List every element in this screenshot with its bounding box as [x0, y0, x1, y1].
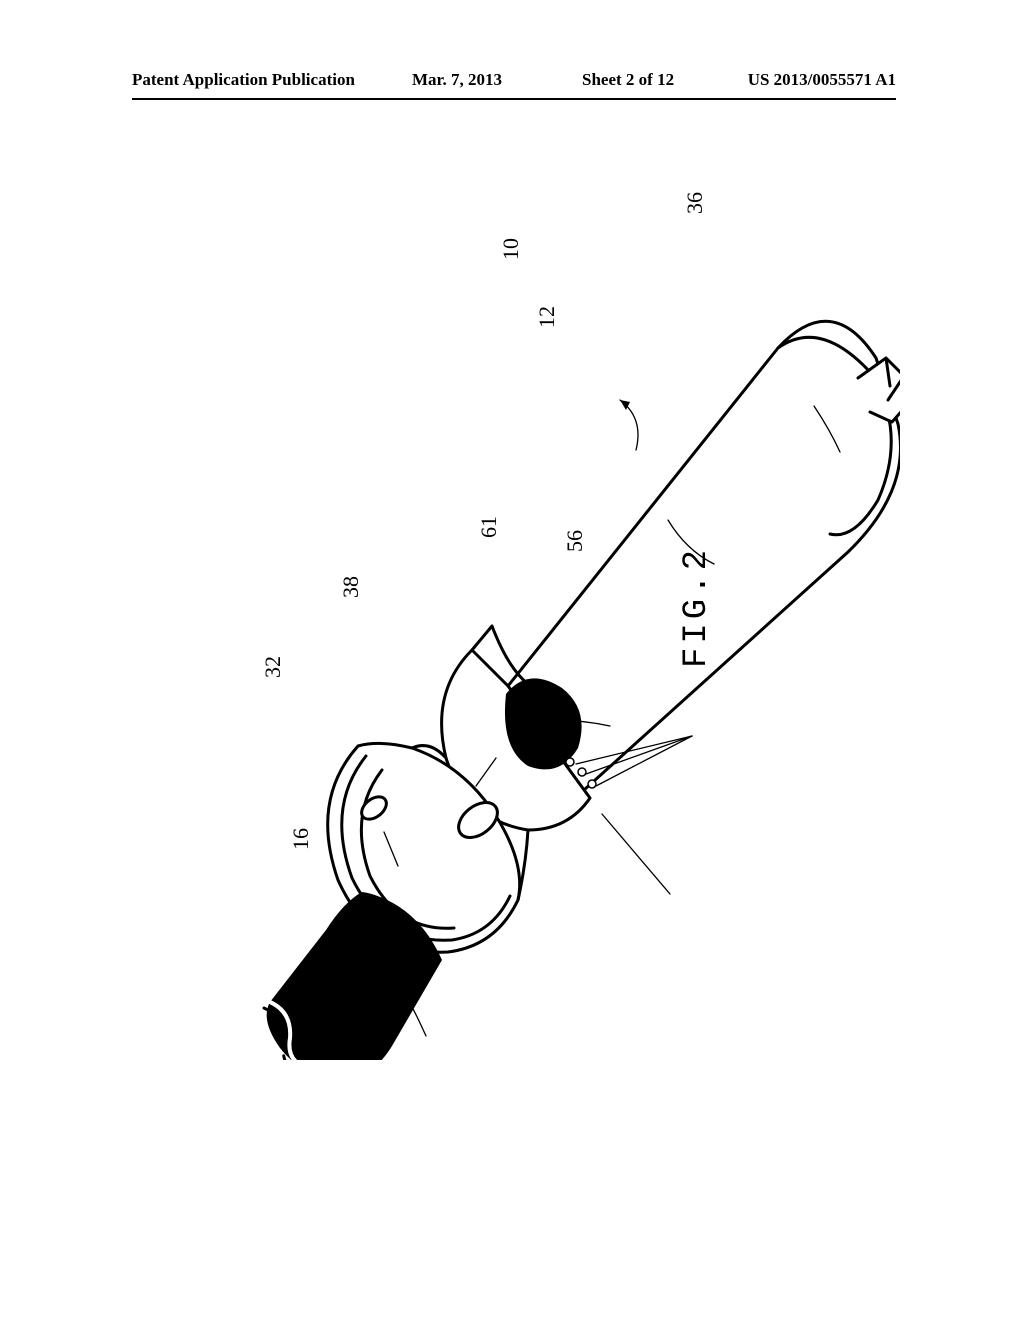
ref-16: 16	[288, 828, 314, 850]
ref-61: 61	[476, 516, 502, 538]
ref-10: 10	[498, 238, 524, 260]
header-sheet: Sheet 2 of 12	[582, 70, 674, 90]
figure-caption: FIG.2	[678, 546, 716, 668]
figure-2: 10 12 36 38 32 16 14 61 56 40 FIG.2	[130, 200, 900, 1060]
ref-12: 12	[534, 306, 560, 328]
header-left: Patent Application Publication	[132, 70, 355, 98]
ref-40: 40	[538, 690, 564, 712]
patent-page: Patent Application Publication Mar. 7, 2…	[0, 0, 1024, 1320]
page-header: Patent Application Publication Mar. 7, 2…	[132, 70, 896, 100]
ref-36: 36	[682, 192, 708, 214]
header-pubno: US 2013/0055571 A1	[748, 70, 896, 90]
header-date: Mar. 7, 2013	[412, 70, 502, 90]
figure-svg	[130, 200, 900, 1060]
ref-56: 56	[562, 530, 588, 552]
ref-38: 38	[338, 576, 364, 598]
ref-14: 14	[356, 940, 382, 962]
ref-32: 32	[260, 656, 286, 678]
